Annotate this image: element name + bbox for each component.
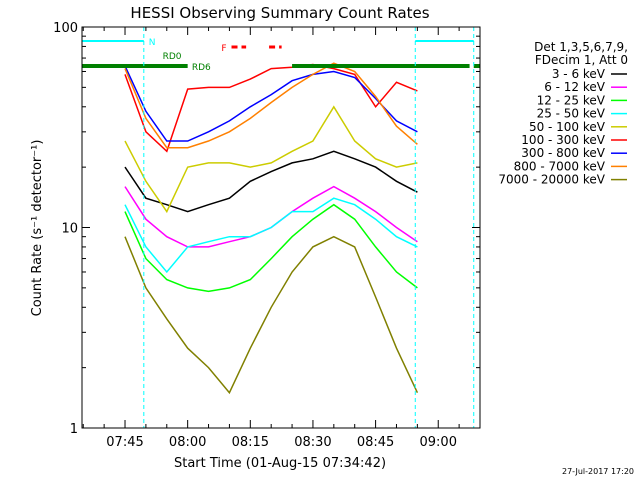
x-tick-label-08:45: 08:45 [357,435,394,450]
legend-label-4: 25 - 50 keV [537,107,606,121]
legend-header-line-2: FDecim 1, Att 0 [535,53,628,67]
x-tick-label-09:00: 09:00 [420,435,457,450]
annotation-label-rd6: RD6 [192,63,211,73]
series-group [124,62,419,395]
legend-label-8: 800 - 7000 keV [514,159,606,173]
series-line-5 [124,105,418,214]
x-tick-label-08:15: 08:15 [232,435,269,450]
legend-label-7: 300 - 800 keV [521,146,605,160]
x-tick-label-08:00: 08:00 [169,435,206,450]
x-tick-label-08:30: 08:30 [294,435,331,450]
series-line-6 [124,63,418,153]
legend-label-9: 7000 - 20000 keV [498,173,605,187]
annotation-label-n: N [149,38,156,48]
x-tick-label-07:45: 07:45 [106,435,143,450]
series-line-9 [124,235,419,395]
legend-label-1: 3 - 6 keV [552,67,606,81]
series-line-7 [124,65,418,142]
y-tick-label-1: 1 [70,422,78,437]
series-line-8 [124,62,418,149]
legend-label-6: 100 - 300 keV [521,133,605,147]
legend-header-line-1: Det 1,3,5,6,7,9, [534,40,628,54]
series-line-3 [124,203,418,293]
y-tick-label-10: 10 [61,222,78,237]
annotation-group: N F RD0 RD6 [82,27,480,428]
footer-timestamp: 27-Jul-2017 17:20 [562,467,634,476]
legend-label-2: 6 - 12 keV [544,80,606,94]
legend: Det 1,3,5,6,7,9, FDecim 1, Att 0 3 - 6 k… [498,40,628,187]
legend-label-5: 50 - 100 keV [529,120,606,134]
x-tick-labels: 07:45 08:00 08:15 08:30 08:45 09:00 [106,435,457,450]
axis-ticks-group [82,26,481,429]
x-axis-label: Start Time (01-Aug-15 07:34:42) [174,456,386,471]
y-tick-labels: 1 10 100 [53,21,78,437]
y-axis-label: Count Rate (s⁻¹ detector⁻¹) [30,140,45,317]
annotation-label-f: F [221,44,226,54]
legend-label-3: 12 - 25 keV [537,93,606,107]
annotation-label-rd0: RD0 [163,52,182,62]
y-tick-label-100: 100 [53,21,78,36]
series-line-1 [124,150,418,213]
series-line-4 [124,197,418,274]
chart-title: HESSI Observing Summary Count Rates [130,4,429,22]
